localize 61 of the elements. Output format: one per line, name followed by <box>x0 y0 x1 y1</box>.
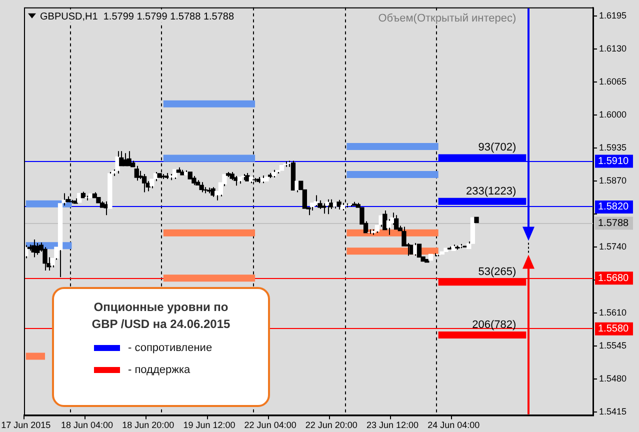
candlestick <box>318 200 322 210</box>
candlestick <box>394 214 399 230</box>
candlestick <box>172 169 178 180</box>
candlestick <box>199 182 204 193</box>
candlestick <box>73 198 78 204</box>
candlestick <box>264 176 269 182</box>
x-tick-label: 22 Jun 04:00 <box>244 420 296 430</box>
candlestick <box>458 244 464 249</box>
x-tick-label: 19 Jun 12:00 <box>183 420 236 430</box>
x-tick-label: 18 Jun 04:00 <box>60 420 114 430</box>
annotation: 206(782) <box>472 318 516 331</box>
x-tick-label: 23 Jun 12:00 <box>366 420 419 430</box>
y-tick-label: 1.5935 <box>599 142 627 153</box>
y-tick-label: 1.6195 <box>599 10 627 21</box>
candlestick <box>192 176 196 186</box>
annotation: - поддержка <box>127 363 192 377</box>
candlestick <box>42 246 48 271</box>
candlestick <box>134 165 139 182</box>
note-card: Опционные уровни по GBP /USD на 24.06.2015 - сопротивление - поддержка <box>52 287 270 407</box>
y-tick-label: 1.5545 <box>599 340 627 351</box>
candlestick <box>416 244 422 258</box>
candlestick <box>237 176 242 184</box>
ref-line-label: 1.5820 <box>598 202 630 213</box>
y-tick-label: 1.5480 <box>599 374 627 384</box>
candlestick <box>126 150 132 166</box>
ref-line-label: 1.5680 <box>598 272 630 284</box>
x-tick-label: 22 Jun 20:00 <box>305 420 358 430</box>
y-tick-label: 1.5870 <box>599 176 627 186</box>
ref-line-label: 1.5910 <box>598 156 630 168</box>
annotation: 233(1223) <box>466 185 516 198</box>
y-tick-label: 1.5415 <box>599 406 627 417</box>
y-tick-label: 1.5740 <box>599 242 627 252</box>
candlestick <box>268 172 273 179</box>
candlestick <box>184 170 189 176</box>
annotation: 53(265) <box>478 266 516 278</box>
candlestick <box>272 169 276 178</box>
candlestick <box>444 248 448 252</box>
annotation: - сопротивление <box>127 341 214 355</box>
text: Объем(Открытый интерес) <box>378 12 516 24</box>
candlestick <box>279 165 284 171</box>
candlestick <box>226 171 231 178</box>
x-tick-label: 17 Jun 2015 <box>1 420 51 430</box>
candlestick <box>176 166 181 173</box>
y-tick-label: 1.5610 <box>599 308 627 318</box>
candlestick <box>474 216 479 224</box>
annotation: Опционные уровни по GBP /USD на 24.06.2015 <box>90 299 232 333</box>
ref-line-label: 1.5580 <box>598 324 630 335</box>
candlestick <box>142 173 147 193</box>
x-tick-label: 18 Jun 20:00 <box>122 420 174 430</box>
x-tick-label: 24 Jun 04:00 <box>428 420 480 430</box>
y-tick-label: 1.6130 <box>599 44 627 54</box>
chart-title: GBPUSD,H1 1.5799 1.5799 1.5788 1.5788 <box>40 11 234 22</box>
y-tick-label: 1.6065 <box>599 76 627 87</box>
candlestick <box>336 199 342 210</box>
y-tick-label: 1.6000 <box>599 110 627 120</box>
ref-line-label: 1.5788 <box>598 218 630 229</box>
candlestick <box>455 245 460 250</box>
candlestick <box>321 202 326 214</box>
candlestick <box>428 254 434 261</box>
candlestick <box>352 201 357 206</box>
annotation: 93(702) <box>478 142 516 154</box>
